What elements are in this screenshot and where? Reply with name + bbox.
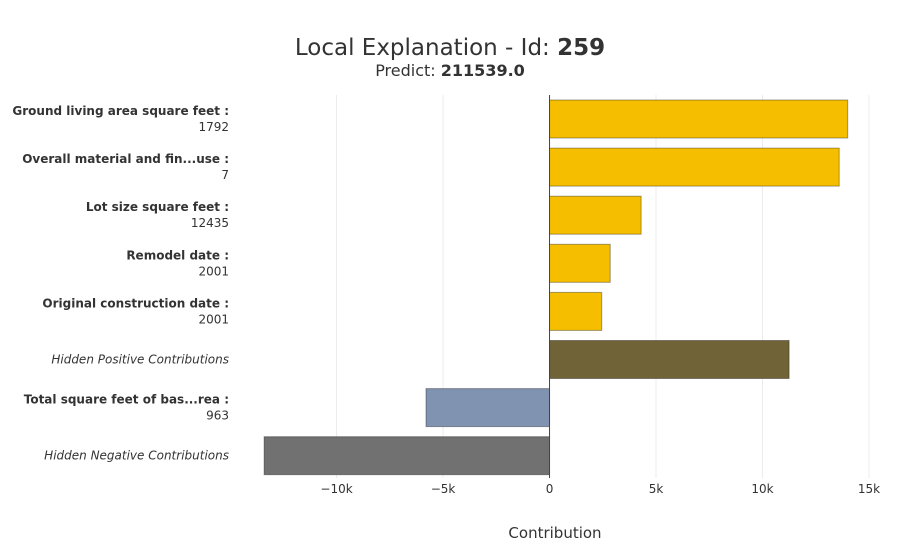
y-tick-label-feature: Ground living area square feet :	[12, 104, 229, 118]
x-tick-label: 15k	[858, 482, 880, 496]
y-tick-label-feature: Overall material and fin...use :	[22, 152, 229, 166]
y-tick-label-hidden: Hidden Negative Contributions	[44, 449, 229, 463]
y-tick-label-hidden: Hidden Positive Contributions	[51, 353, 229, 367]
bar-positive[interactable]	[549, 195, 642, 235]
y-tick-label-value: 1792	[198, 120, 229, 134]
chart-subtitle-prefix: Predict:	[375, 61, 441, 80]
y-tick-label-feature: Total square feet of bas...rea :	[24, 393, 229, 407]
y-tick-label-feature: Lot size square feet :	[86, 200, 229, 214]
y-tick-label-value: 2001	[198, 312, 229, 326]
x-tick-label: −5k	[431, 482, 456, 496]
y-tick-label-value: 2001	[198, 264, 229, 278]
chart-subtitle: Predict: 211539.0	[375, 61, 525, 80]
bar-positive[interactable]	[549, 147, 840, 187]
y-tick-label-value: 7	[221, 168, 229, 182]
x-tick-labels: −10k −5k 0 5k 10k 15k	[320, 482, 880, 496]
y-tick-label-value: 963	[206, 409, 229, 423]
chart-subtitle-value: 211539.0	[441, 61, 525, 80]
y-tick-label-feature: Remodel date :	[126, 248, 229, 262]
y-tick-label-feature: Original construction date :	[42, 296, 229, 310]
chart-title-prefix: Local Explanation - Id:	[295, 35, 557, 61]
bars	[263, 99, 849, 476]
x-tick-label: 0	[546, 482, 554, 496]
chart-title: Local Explanation - Id: 259	[295, 35, 605, 61]
bar-positive[interactable]	[549, 243, 611, 283]
x-tick-label: 5k	[649, 482, 664, 496]
bar-positive[interactable]	[549, 99, 849, 139]
x-tick-label: 10k	[751, 482, 773, 496]
x-tick-label: −10k	[320, 482, 352, 496]
x-axis-title: Contribution	[508, 524, 601, 542]
bar-negative[interactable]	[425, 388, 551, 428]
bar-positive[interactable]	[549, 291, 603, 331]
y-tick-label-value: 12435	[191, 216, 229, 230]
bar-hidden-negative[interactable]	[263, 436, 551, 476]
bar-hidden-positive[interactable]	[549, 340, 790, 379]
chart-title-id: 259	[557, 35, 605, 61]
y-tick-labels: Ground living area square feet : 1792 Over…	[12, 104, 229, 463]
